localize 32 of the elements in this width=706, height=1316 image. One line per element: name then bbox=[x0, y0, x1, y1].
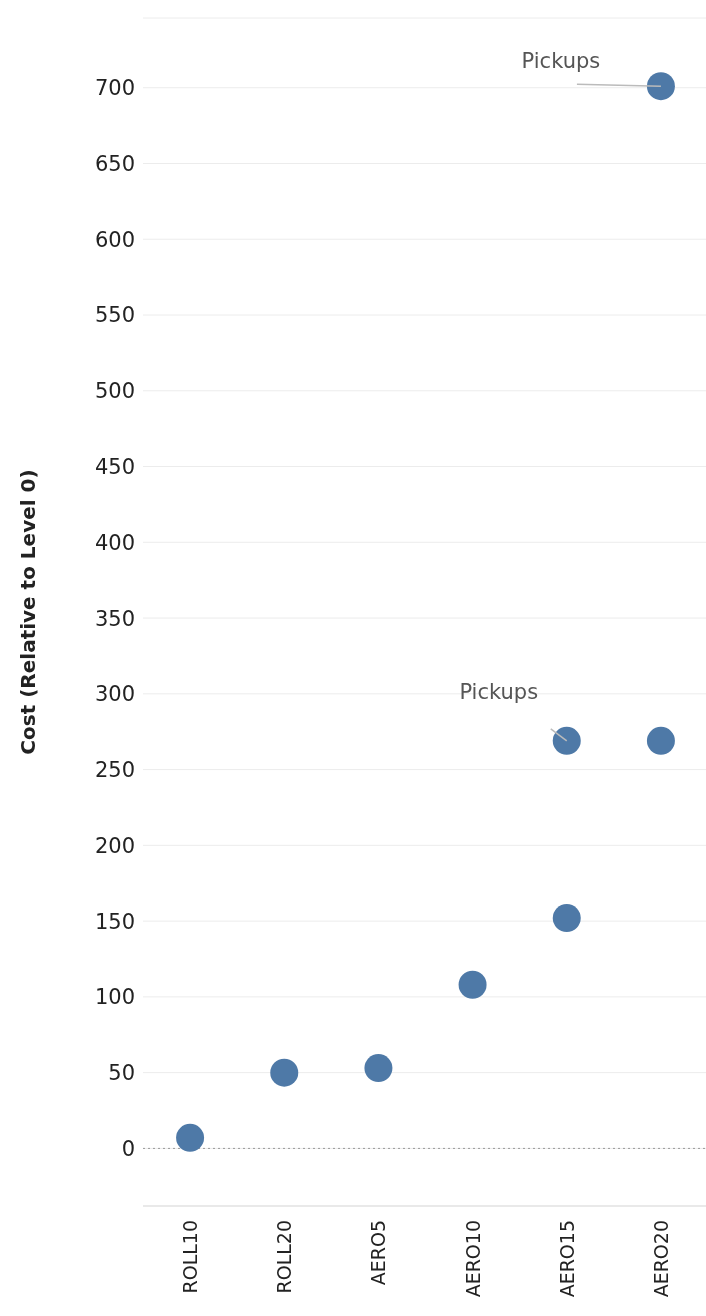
y-tick-label: 700 bbox=[94, 76, 135, 101]
y-tick-label: 200 bbox=[94, 833, 135, 858]
y-tick-label: 500 bbox=[94, 379, 135, 404]
annotation: Pickups bbox=[521, 49, 601, 74]
point bbox=[646, 726, 675, 755]
y-tick-label: 300 bbox=[94, 682, 135, 707]
y-axis-title: Cost (Relative to Level 0) bbox=[16, 469, 41, 755]
point bbox=[552, 904, 581, 933]
y-tick-label: 50 bbox=[108, 1061, 135, 1086]
x-tick-label: ROLL10 bbox=[179, 1220, 202, 1294]
y-tick-label: 450 bbox=[94, 454, 135, 479]
x-tick-label: AERO10 bbox=[461, 1220, 484, 1298]
point bbox=[176, 1123, 205, 1152]
y-tick-label: 650 bbox=[94, 151, 135, 176]
point bbox=[458, 970, 487, 999]
y-tick-label: 250 bbox=[94, 758, 135, 783]
x-tick-label: AERO15 bbox=[555, 1220, 578, 1298]
point bbox=[270, 1058, 299, 1087]
y-tick-label: 100 bbox=[94, 985, 135, 1010]
y-tick-label: 550 bbox=[94, 303, 135, 328]
point bbox=[552, 726, 581, 755]
y-tick-label: 600 bbox=[94, 227, 135, 252]
y-tick-label: 0 bbox=[121, 1136, 135, 1161]
y-tick-label: 150 bbox=[94, 909, 135, 934]
annotation: Pickups bbox=[459, 679, 539, 704]
y-tick-label: 400 bbox=[94, 530, 135, 555]
point bbox=[646, 72, 675, 101]
y-tick-label: 350 bbox=[94, 606, 135, 631]
x-tick-label: ROLL20 bbox=[273, 1220, 296, 1294]
x-tick-label: AERO5 bbox=[367, 1220, 390, 1286]
point bbox=[364, 1054, 393, 1083]
x-tick-label: AERO20 bbox=[649, 1220, 672, 1298]
